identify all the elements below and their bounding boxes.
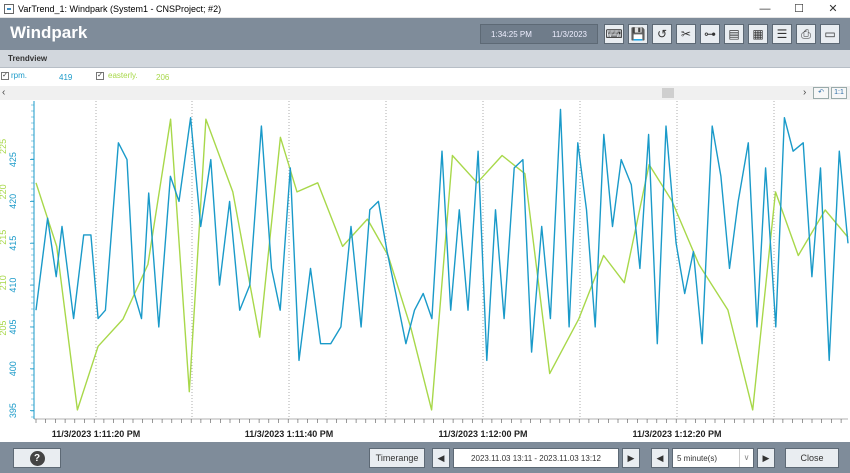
monitor-icon: ▭: [824, 27, 836, 41]
timerange-button[interactable]: Timerange: [369, 448, 425, 468]
print-button[interactable]: ⎙: [796, 24, 816, 44]
legend-rpm-value: 419: [59, 73, 73, 82]
settings-button[interactable]: ✂: [676, 24, 696, 44]
legend-easterly-name: easterly.: [108, 71, 138, 80]
y-tick-label-easterly: 205: [0, 321, 8, 336]
list-icon: ☰: [776, 27, 788, 41]
next-range-button[interactable]: ▶: [622, 448, 640, 468]
prev-interval-button[interactable]: ◀: [651, 448, 669, 468]
network-button[interactable]: ⊶: [700, 24, 720, 44]
close-button[interactable]: Close: [785, 448, 839, 468]
y-tick-label-rpm: 395: [8, 403, 18, 418]
y-tick-label-easterly: 210: [0, 275, 8, 290]
print-preview-icon: ▦: [752, 27, 764, 41]
trend-chart[interactable]: 395 400 405 410 415 420 425 205 210 215 220 225 11/3…: [0, 101, 850, 441]
save-button[interactable]: 💾: [628, 24, 648, 44]
clock-time: 1:34:25 PM: [491, 29, 532, 39]
x-tick-label: 11/3/2023 1:11:40 PM: [245, 429, 334, 439]
help-button[interactable]: ?: [13, 448, 61, 468]
interval-value: 5 minute(s): [677, 453, 718, 463]
undo-zoom-button[interactable]: ↶: [813, 87, 829, 99]
prev-range-button[interactable]: ◀: [432, 448, 450, 468]
app-icon: [4, 3, 14, 14]
reset-zoom-button[interactable]: 1:1: [831, 87, 847, 99]
clock-display: 1:34:25 PM 11/3/2023: [480, 24, 598, 44]
maximize-button[interactable]: ☐: [794, 3, 804, 15]
triangle-right-icon: ▶: [627, 452, 635, 463]
close-window-button[interactable]: ✕: [828, 3, 838, 15]
y-tick-label-rpm: 420: [8, 194, 18, 209]
easterly-checkbox[interactable]: ✓: [96, 72, 104, 80]
clock-date: 11/3/2023: [551, 29, 587, 39]
chevron-down-icon: ∨: [739, 449, 753, 467]
refresh-button[interactable]: ↺: [652, 24, 672, 44]
legend-easterly-value: 206: [156, 73, 170, 82]
refresh-icon: ↺: [656, 27, 668, 41]
document-icon: ▤: [728, 27, 740, 41]
trendview-label: Trendview: [8, 54, 48, 63]
list-button[interactable]: ☰: [772, 24, 792, 44]
y-tick-label-rpm: 425: [8, 152, 18, 167]
triangle-left-icon: ◀: [656, 452, 664, 463]
rpm-checkbox[interactable]: ✓: [1, 72, 9, 80]
interval-select[interactable]: 5 minute(s) ∨: [672, 448, 754, 468]
document-button[interactable]: ▤: [724, 24, 744, 44]
settings-icon: ✂: [680, 27, 692, 41]
series-line-rpm: [35, 108, 849, 362]
range-field[interactable]: 2023.11.03 13:11 - 2023.11.03 13:12: [453, 448, 619, 468]
help-icon: ?: [29, 450, 45, 466]
trendview-header: Trendview: [0, 50, 850, 68]
scroll-thumb[interactable]: [662, 88, 674, 98]
y-tick-label-rpm: 400: [8, 361, 18, 376]
keyboard-button[interactable]: ⌨: [604, 24, 624, 44]
minimize-button[interactable]: —: [759, 2, 771, 15]
save-icon: 💾: [630, 27, 646, 41]
printer-icon: ⎙: [801, 27, 811, 41]
print-preview-button[interactable]: ▦: [748, 24, 768, 44]
monitor-button[interactable]: ▭: [820, 24, 840, 44]
y-tick-label-rpm: 405: [8, 319, 18, 334]
legend-bar: ✓ rpm. 419 ✓ easterly. 206: [0, 69, 850, 85]
scroll-right-icon[interactable]: ›: [803, 87, 807, 98]
triangle-left-icon: ◀: [437, 452, 445, 463]
y-tick-label-easterly: 225: [0, 139, 8, 154]
series-line-easterly: [35, 118, 849, 411]
next-interval-button[interactable]: ▶: [757, 448, 775, 468]
trend-chart-svg[interactable]: 395 400 405 410 415 420 425 205 210 215 220 225 11/3…: [0, 101, 850, 441]
y-tick-label-easterly: 220: [0, 184, 8, 199]
x-tick-label: 11/3/2023 1:11:20 PM: [52, 429, 141, 439]
keyboard-icon: ⌨: [605, 27, 623, 41]
legend-rpm-name: rpm.: [11, 71, 27, 80]
y-tick-label-easterly: 215: [0, 230, 8, 245]
network-icon: ⊶: [704, 27, 716, 41]
x-tick-label: 11/3/2023 1:12:20 PM: [632, 429, 721, 439]
app-header: Windpark 1:34:25 PM 11/3/2023 ⌨ 💾 ↺ ✂ ⊶ …: [0, 18, 850, 50]
page-title: Windpark: [10, 23, 88, 42]
horizontal-scrollbar[interactable]: ‹ › ↶ 1:1: [0, 86, 850, 100]
triangle-right-icon: ▶: [762, 452, 770, 463]
window-title: VarTrend_1: Windpark (System1 - CNSProje…: [18, 3, 222, 14]
y-tick-label-rpm: 410: [8, 278, 18, 293]
scroll-left-icon[interactable]: ‹: [2, 87, 6, 98]
x-tick-label: 11/3/2023 1:12:00 PM: [438, 429, 527, 439]
y-tick-label-rpm: 415: [8, 236, 18, 251]
bottom-bar: ? Timerange ◀ 2023.11.03 13:11 - 2023.11…: [0, 442, 850, 473]
window-titlebar: VarTrend_1: Windpark (System1 - CNSProje…: [0, 0, 850, 18]
